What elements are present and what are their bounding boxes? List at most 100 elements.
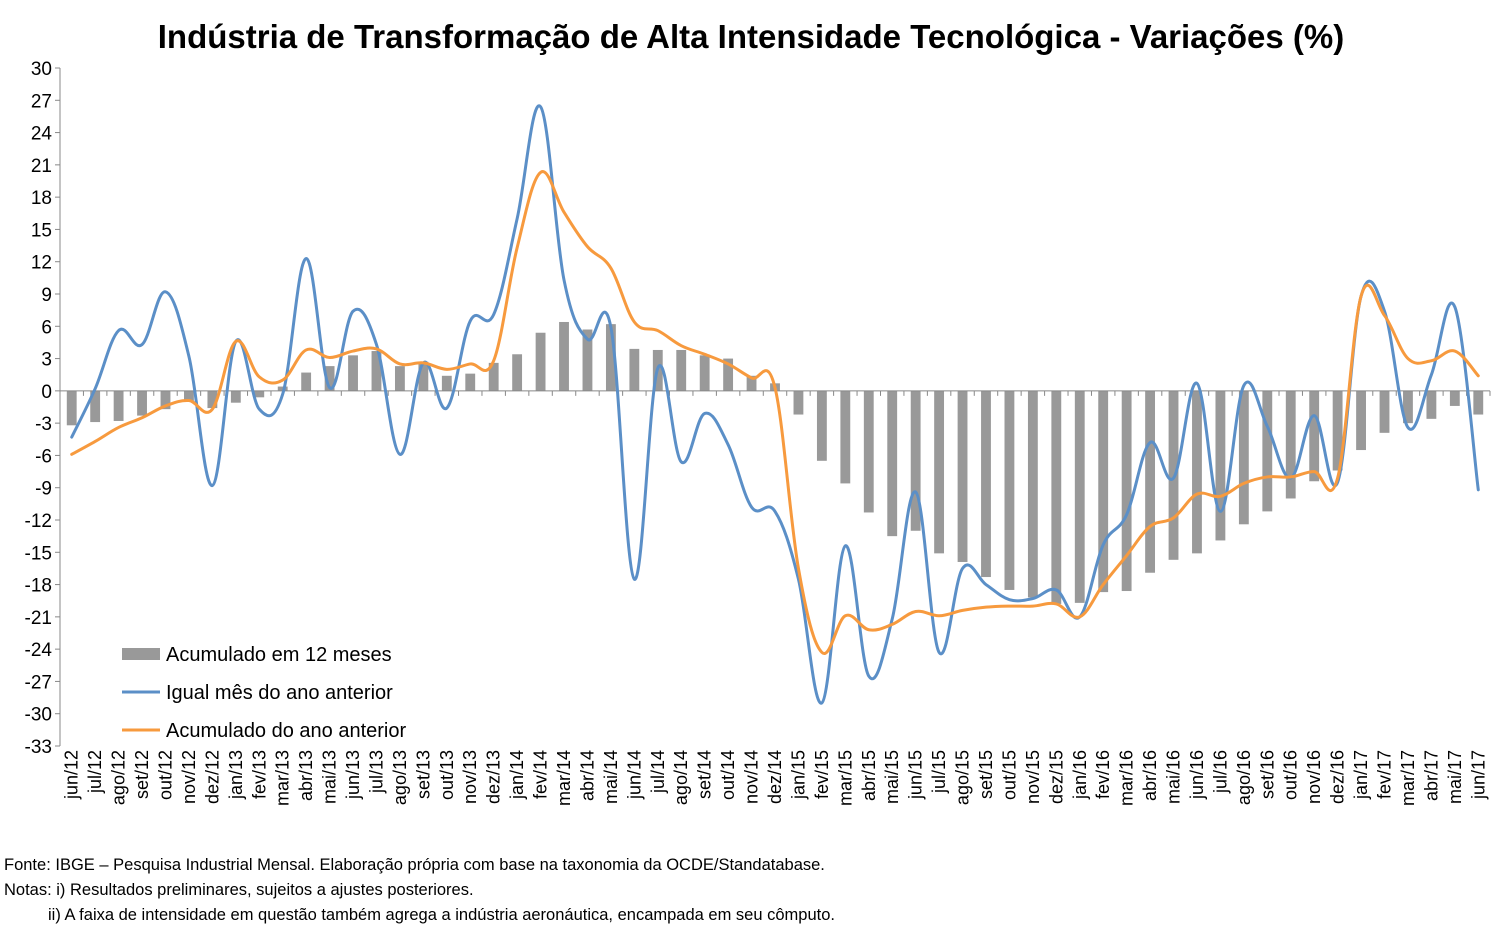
x-tick-label: dez/15 xyxy=(1046,750,1066,804)
bar-22 xyxy=(582,329,593,391)
x-tick-label: mai/16 xyxy=(1164,750,1184,804)
x-tick-label: out/12 xyxy=(155,750,175,800)
y-tick-label: 18 xyxy=(31,188,52,209)
line-series-1 xyxy=(70,104,1480,705)
x-tick-label: mar/13 xyxy=(273,750,293,806)
x-tick-label: jan/16 xyxy=(1070,750,1090,800)
x-tick-label: jun/12 xyxy=(62,750,82,800)
bar-14 xyxy=(394,366,405,391)
y-tick-label: -27 xyxy=(25,672,52,693)
x-tick-label: nov/15 xyxy=(1023,750,1043,804)
x-tick-label: abr/13 xyxy=(296,750,316,801)
y-tick-label: -12 xyxy=(25,511,52,532)
x-tick-label: ago/14 xyxy=(671,750,691,805)
bar-19 xyxy=(512,354,523,391)
bar-59 xyxy=(1449,390,1460,406)
bar-15 xyxy=(418,361,429,391)
y-tick-label: 24 xyxy=(31,124,53,145)
bar-39 xyxy=(981,390,991,578)
bar-29 xyxy=(746,375,757,391)
bar-40 xyxy=(1004,390,1015,590)
x-tick-label: abr/15 xyxy=(859,750,879,801)
x-tick-label: jan/13 xyxy=(226,750,246,800)
x-tick-label: fev/16 xyxy=(1093,750,1113,799)
x-tick-label: jun/13 xyxy=(343,750,363,800)
bar-31 xyxy=(793,390,804,415)
bar-3 xyxy=(137,390,147,416)
bar-38 xyxy=(957,390,968,562)
bar-34 xyxy=(863,390,874,513)
line-series-2 xyxy=(70,170,1480,655)
bar-18 xyxy=(488,362,499,391)
x-tick-label: dez/12 xyxy=(202,750,222,804)
x-tick-label: out/14 xyxy=(718,750,738,800)
bar-56 xyxy=(1379,390,1390,433)
bar-50 xyxy=(1238,390,1249,525)
bar-32 xyxy=(816,390,827,461)
x-tick-label: jul/15 xyxy=(929,750,949,794)
legend-label-1: Igual mês do ano anterior xyxy=(166,682,393,704)
bar-5 xyxy=(184,390,194,402)
x-tick-label: jul/14 xyxy=(648,750,668,794)
x-tick-label: set/15 xyxy=(976,750,996,799)
bar-52 xyxy=(1285,390,1296,499)
x-tick-label: nov/13 xyxy=(460,750,480,804)
y-tick-label: 9 xyxy=(41,285,52,306)
x-tick-label: jul/13 xyxy=(366,750,386,794)
x-tick-label: abr/16 xyxy=(1140,750,1160,801)
x-tick-label: set/12 xyxy=(132,750,152,799)
x-tick-label: set/16 xyxy=(1257,750,1277,799)
bar-54 xyxy=(1332,390,1343,471)
bar-24 xyxy=(629,348,640,391)
note-line-1: Notas: i) Resultados preliminares, sujei… xyxy=(4,881,474,899)
y-tick-label: -21 xyxy=(25,608,52,629)
line-series-group xyxy=(70,104,1480,705)
y-tick-label: -24 xyxy=(25,640,53,661)
bar-2 xyxy=(113,390,124,421)
chart-title: Indústria de Transformação de Alta Inten… xyxy=(157,18,1345,55)
x-tick-label: ago/12 xyxy=(109,750,129,805)
x-tick-label: mar/14 xyxy=(554,750,574,806)
x-tick-label: mai/15 xyxy=(882,750,902,804)
x-tick-label: mar/16 xyxy=(1117,750,1137,806)
bar-1 xyxy=(90,390,101,423)
x-tick-label: nov/16 xyxy=(1304,750,1324,804)
axes-group: 302724211815129630-3-6-9-12-15-18-21-24-… xyxy=(25,59,1491,806)
x-tick-label: jun/17 xyxy=(1468,750,1488,800)
x-tick-label: out/15 xyxy=(999,750,1019,800)
bar-10 xyxy=(301,372,312,391)
bar-46 xyxy=(1145,390,1156,573)
y-tick-label: 30 xyxy=(31,59,52,80)
y-tick-label: -6 xyxy=(35,446,52,467)
x-tick-label: nov/12 xyxy=(179,750,199,804)
x-tick-label: fev/13 xyxy=(249,750,269,799)
bar-55 xyxy=(1356,390,1366,451)
x-tick-label: jan/15 xyxy=(788,750,808,800)
x-tick-label: dez/16 xyxy=(1328,750,1348,804)
bar-12 xyxy=(348,355,358,391)
y-tick-label: -3 xyxy=(35,414,52,435)
bar-4 xyxy=(160,390,171,410)
bar-42 xyxy=(1051,390,1062,604)
bar-8 xyxy=(254,390,265,398)
bar-41 xyxy=(1027,390,1038,598)
bar-43 xyxy=(1074,390,1085,603)
bar-60 xyxy=(1473,390,1484,415)
x-tick-label: mai/14 xyxy=(601,750,621,804)
bar-33 xyxy=(840,390,851,484)
x-tick-label: mai/17 xyxy=(1445,750,1465,804)
x-tick-label: ago/16 xyxy=(1234,750,1254,805)
x-tick-label: ago/13 xyxy=(390,750,410,805)
x-tick-label: jun/14 xyxy=(624,750,644,800)
x-tick-label: set/13 xyxy=(413,750,433,799)
x-tick-label: dez/14 xyxy=(765,750,785,804)
bar-21 xyxy=(559,321,569,391)
bar-11 xyxy=(324,366,335,391)
bar-23 xyxy=(605,324,616,391)
legend-swatch-0 xyxy=(122,648,160,660)
x-tick-label: abr/14 xyxy=(577,750,597,801)
bar-27 xyxy=(699,355,710,391)
y-tick-label: 3 xyxy=(41,350,52,371)
bar-48 xyxy=(1192,390,1202,554)
